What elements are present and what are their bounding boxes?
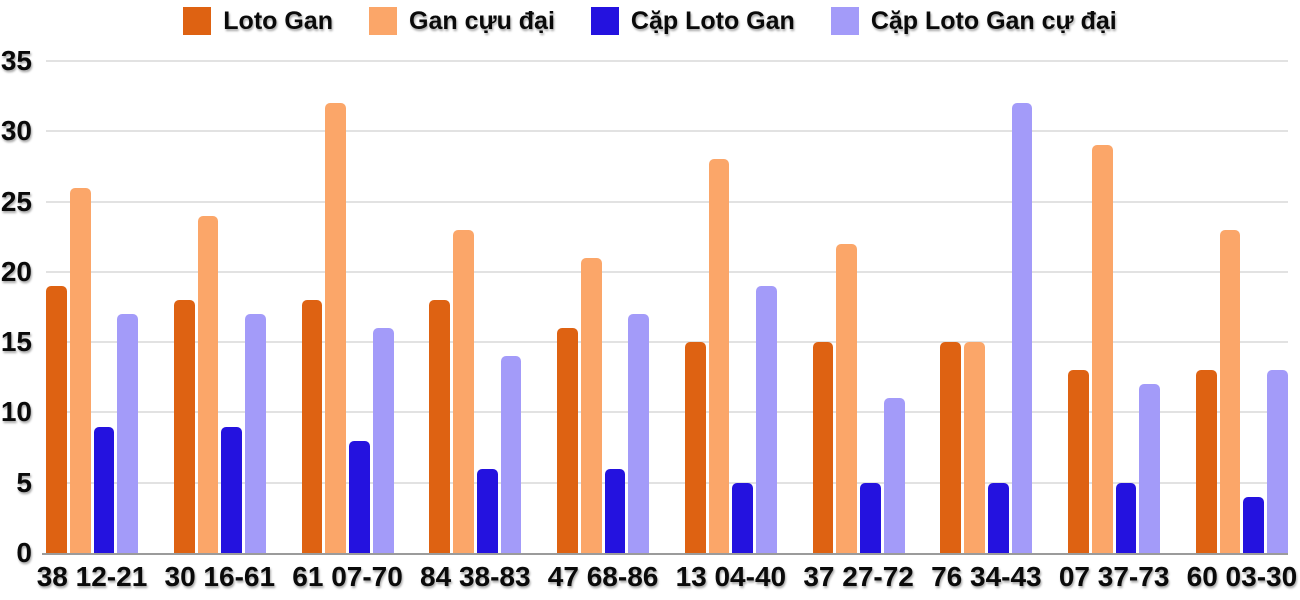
legend-item-loto-gan[interactable]: Loto Gan — [183, 7, 333, 35]
x-tick-label: 76 34-43 — [931, 561, 1042, 592]
bar-group-61-07-70 — [301, 61, 394, 553]
gridline — [46, 481, 1288, 484]
x-tick-label: 38 12-21 — [36, 561, 148, 592]
bar-cap-loto-gan-cu-ai-60-03-30[interactable] — [1267, 370, 1288, 553]
x-tick-label: 47 68-86 — [547, 561, 659, 592]
bar-cap-loto-gan-07-37-73[interactable] — [1115, 482, 1137, 553]
gridline — [46, 200, 1288, 203]
bar-cap-loto-gan-cu-ai-37-27-72[interactable] — [883, 398, 905, 553]
y-tick-label: 10 — [0, 396, 32, 428]
bar-cap-loto-gan-84-38-83[interactable] — [476, 468, 498, 553]
plot-area — [42, 60, 1288, 555]
bar-group-60-03-30 — [1195, 61, 1288, 553]
bar-gan-cuu-ai-30-16-61[interactable] — [197, 215, 219, 553]
bar-cap-loto-gan-47-68-86[interactable] — [604, 468, 626, 553]
bar-group-38-12-21 — [46, 61, 138, 553]
x-tick-label: 37 27-72 — [803, 561, 914, 592]
bar-cap-loto-gan-cu-ai-13-04-40[interactable] — [756, 285, 777, 553]
bar-gan-cuu-ai-07-37-73[interactable] — [1091, 145, 1113, 553]
bar-group-30-16-61 — [173, 61, 266, 553]
bar-cap-loto-gan-cu-ai-30-16-61[interactable] — [245, 314, 266, 553]
bar-cap-loto-gan-cu-ai-47-68-86[interactable] — [628, 314, 650, 553]
legend-label: Gan cựu đại — [409, 6, 555, 35]
bar-groups — [46, 61, 1288, 553]
legend-item-cap-loto-gan-cu-ai[interactable]: Cặp Loto Gan cự đại — [830, 6, 1117, 35]
bar-cap-loto-gan-cu-ai-07-37-73[interactable] — [1139, 384, 1161, 553]
gridline — [46, 411, 1288, 414]
gridline — [46, 270, 1288, 273]
bar-group-76-34-43 — [940, 61, 1033, 553]
bar-cap-loto-gan-37-27-72[interactable] — [860, 482, 881, 553]
legend-swatch-icon — [369, 7, 397, 35]
bar-gan-cuu-ai-13-04-40[interactable] — [708, 159, 730, 553]
bar-cap-loto-gan-30-16-61[interactable] — [221, 426, 243, 553]
bar-group-13-04-40 — [684, 61, 777, 553]
y-tick-label: 5 — [16, 466, 32, 498]
bar-loto-gan-60-03-30[interactable] — [1195, 370, 1217, 553]
bar-cap-loto-gan-cu-ai-38-12-21[interactable] — [117, 314, 138, 553]
legend: Loto Gan Gan cựu đại Cặp Loto Gan Cặp Loto … — [0, 7, 1300, 35]
bar-loto-gan-61-07-70[interactable] — [301, 299, 323, 553]
bar-gan-cuu-ai-76-34-43[interactable] — [964, 342, 985, 553]
bar-gan-cuu-ai-38-12-21[interactable] — [69, 187, 91, 553]
bar-loto-gan-30-16-61[interactable] — [173, 299, 195, 553]
bar-gan-cuu-ai-84-38-83[interactable] — [453, 229, 474, 553]
bar-cap-loto-gan-38-12-21[interactable] — [93, 426, 115, 553]
y-tick-label: 0 — [16, 537, 32, 568]
bar-gan-cuu-ai-60-03-30[interactable] — [1219, 229, 1241, 553]
bar-group-47-68-86 — [557, 61, 650, 553]
gridline — [46, 60, 1288, 62]
bar-cap-loto-gan-13-04-40[interactable] — [732, 482, 754, 553]
gridline — [46, 341, 1288, 344]
legend-item-gan-cuu-ai[interactable]: Gan cựu đại — [369, 7, 555, 35]
legend-label: Cặp Loto Gan cự đại — [870, 6, 1117, 35]
gridline — [46, 130, 1288, 133]
legend-label: Loto Gan — [223, 6, 333, 35]
bar-gan-cuu-ai-61-07-70[interactable] — [325, 103, 347, 553]
y-tick-label: 25 — [0, 185, 32, 217]
bar-loto-gan-84-38-83[interactable] — [429, 299, 451, 553]
legend-label: Cặp Loto Gan — [630, 6, 795, 35]
x-axis-line — [42, 553, 1288, 555]
y-tick-label: 20 — [0, 255, 32, 287]
legend-swatch-icon — [830, 7, 859, 35]
bar-loto-gan-47-68-86[interactable] — [557, 328, 578, 553]
y-axis: 0 5 10 15 20 25 30 35 — [0, 47, 32, 567]
x-axis: 38 12-21 30 16-61 61 07-70 84 38-83 47 68-86… — [36, 561, 1298, 593]
bar-cap-loto-gan-60-03-30[interactable] — [1243, 496, 1265, 553]
bar-group-84-38-83 — [429, 61, 522, 553]
bar-loto-gan-07-37-73[interactable] — [1068, 370, 1089, 553]
bar-loto-gan-76-34-43[interactable] — [940, 342, 962, 553]
legend-swatch-icon — [590, 7, 619, 35]
bar-gan-cuu-ai-37-27-72[interactable] — [836, 243, 858, 553]
legend-item-cap-loto-gan[interactable]: Cặp Loto Gan — [590, 6, 795, 35]
legend-swatch-icon — [183, 7, 212, 35]
x-tick-label: 07 37-73 — [1058, 561, 1170, 592]
x-tick-label: 30 16-61 — [164, 561, 276, 592]
bar-loto-gan-38-12-21[interactable] — [46, 285, 67, 553]
bar-group-37-27-72 — [812, 61, 905, 553]
bar-cap-loto-gan-cu-ai-84-38-83[interactable] — [500, 356, 522, 553]
bar-loto-gan-13-04-40[interactable] — [684, 342, 706, 553]
bar-cap-loto-gan-61-07-70[interactable] — [349, 440, 370, 553]
x-tick-label: 61 07-70 — [292, 561, 403, 592]
bar-group-07-37-73 — [1068, 61, 1161, 553]
x-tick-label: 13 04-40 — [675, 561, 787, 592]
x-tick-label: 60 03-30 — [1186, 561, 1298, 592]
bar-loto-gan-37-27-72[interactable] — [812, 342, 834, 553]
y-tick-label: 35 — [0, 45, 32, 76]
x-tick-label: 84 38-83 — [420, 561, 531, 592]
bar-cap-loto-gan-76-34-43[interactable] — [987, 482, 1009, 553]
y-tick-label: 15 — [0, 326, 32, 358]
bar-cap-loto-gan-cu-ai-61-07-70[interactable] — [372, 328, 394, 553]
bar-cap-loto-gan-cu-ai-76-34-43[interactable] — [1011, 103, 1033, 553]
bar-gan-cuu-ai-47-68-86[interactable] — [580, 257, 602, 553]
y-tick-label: 30 — [0, 115, 32, 147]
